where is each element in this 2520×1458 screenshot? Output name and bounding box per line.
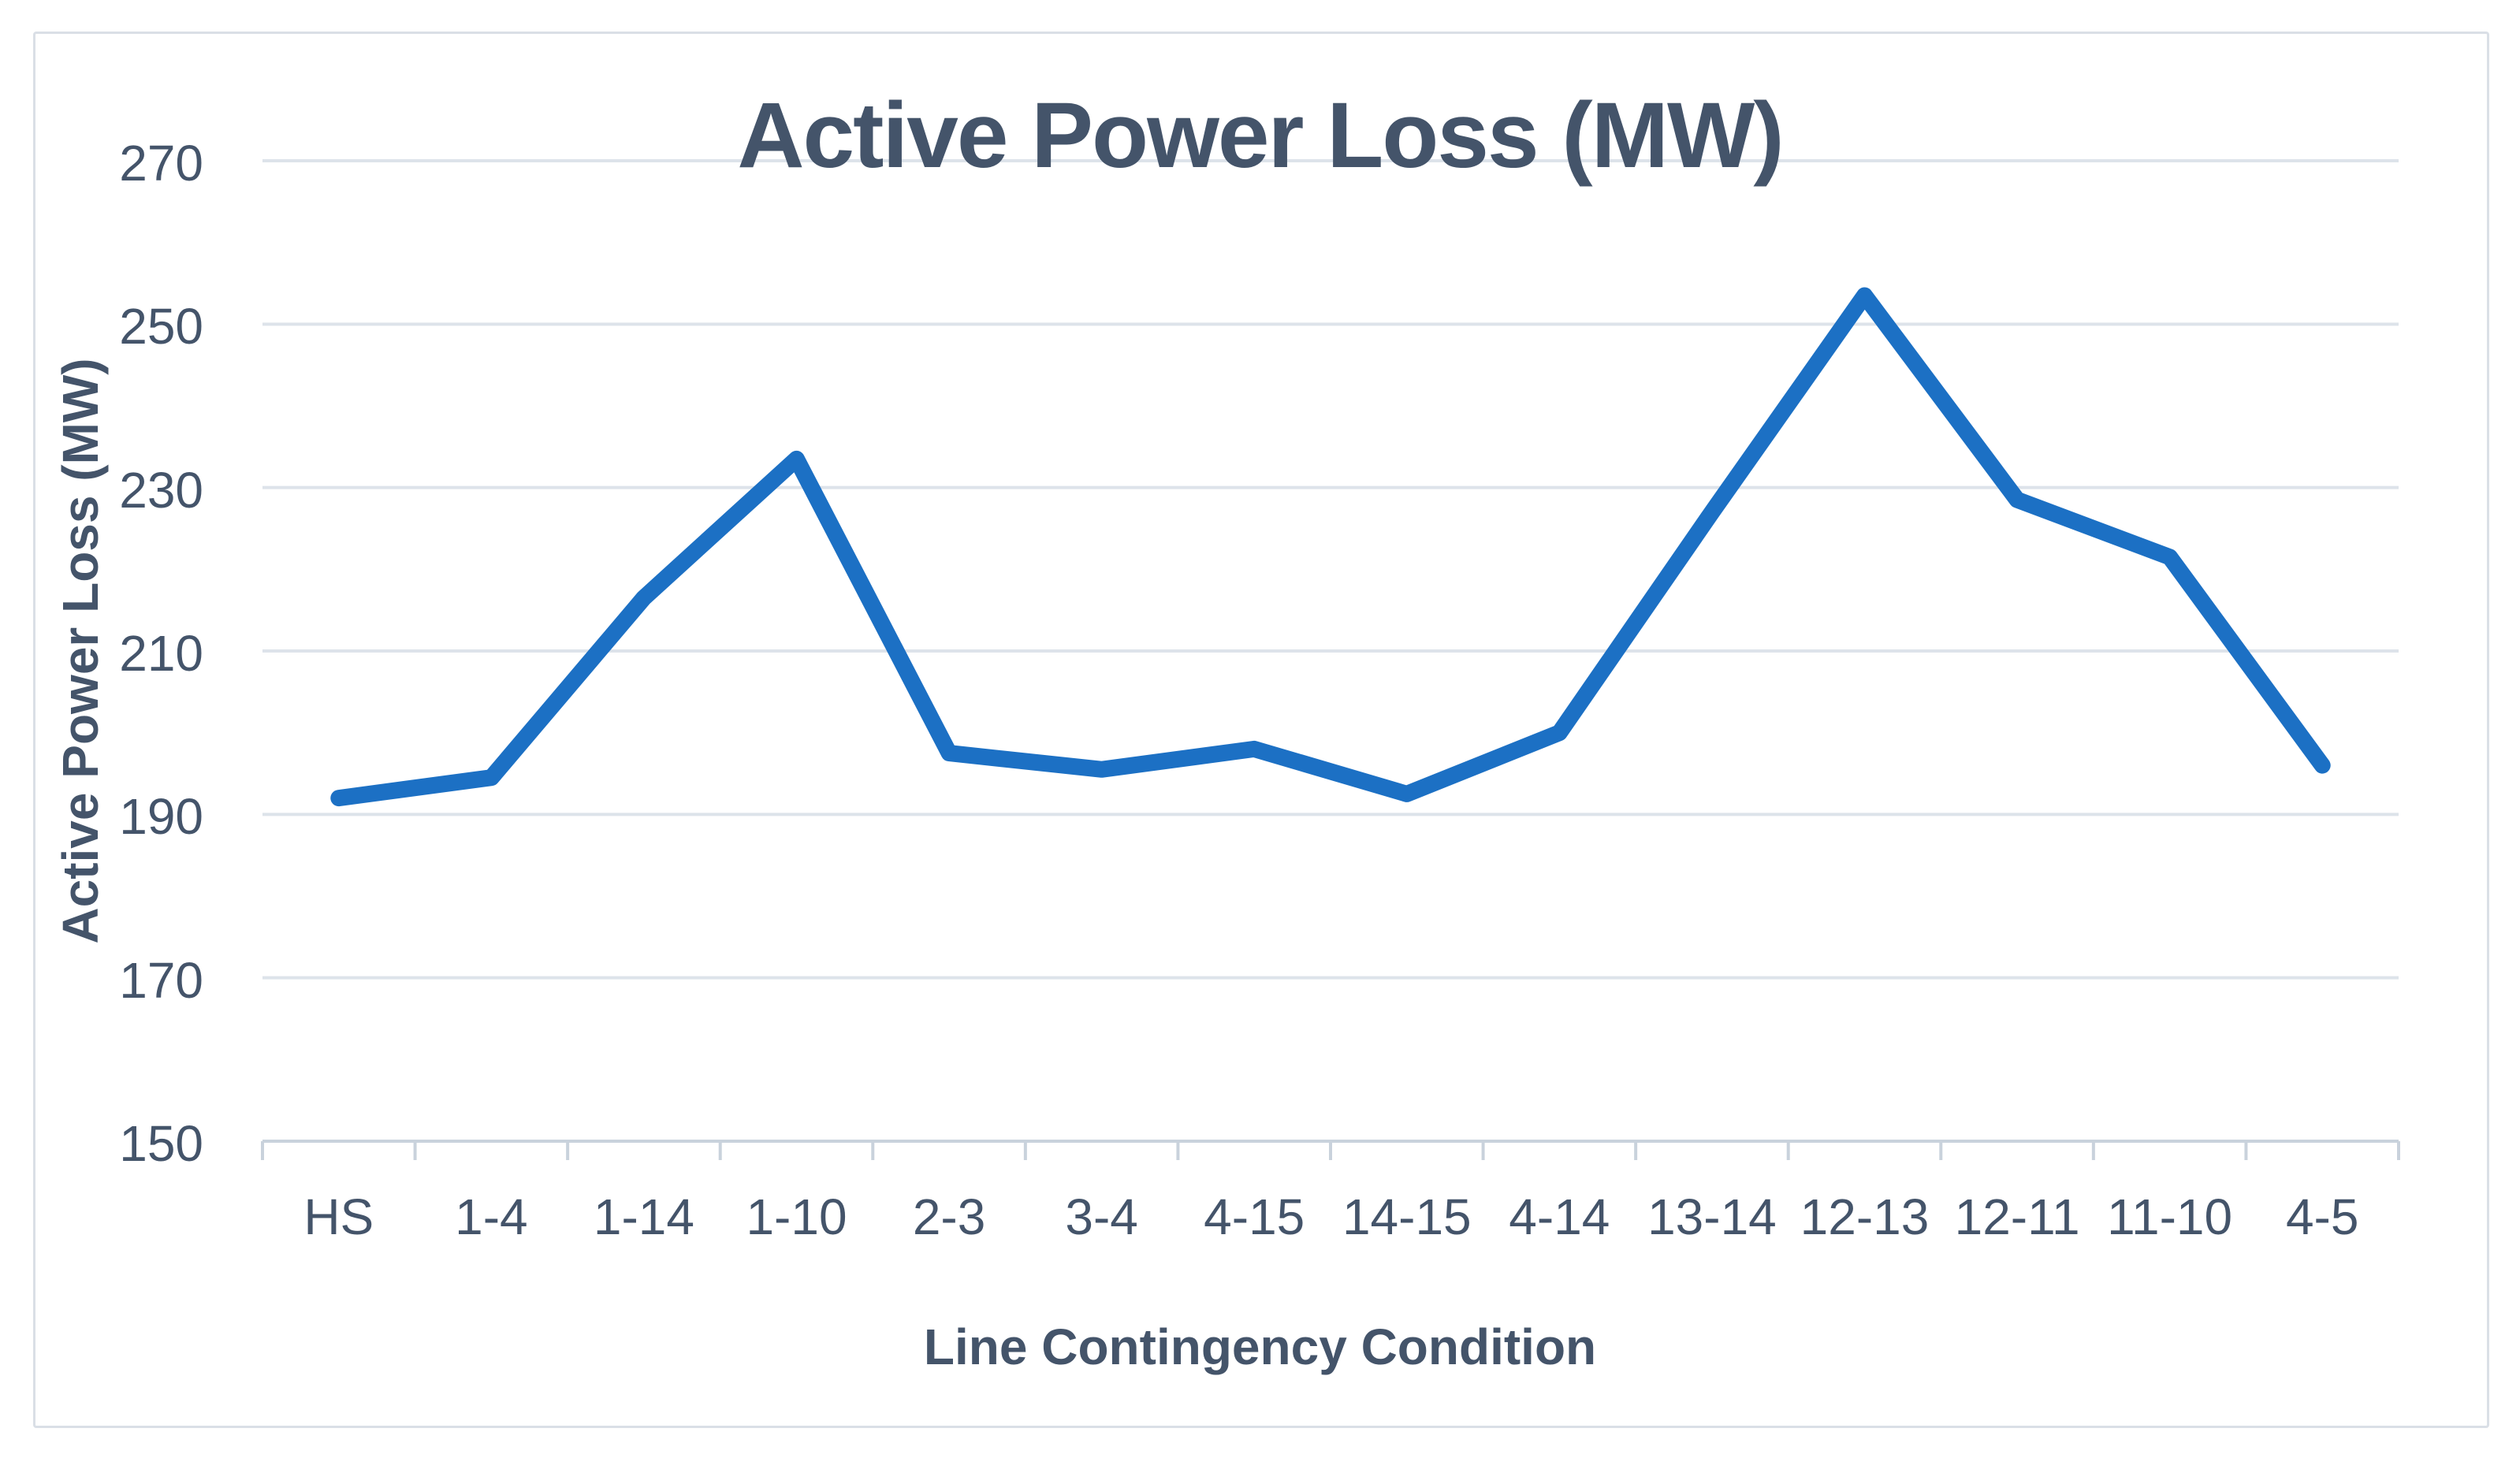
y-tick-label: 190 xyxy=(119,788,203,846)
x-tick-label: 11-10 xyxy=(2107,1188,2233,1245)
y-tick-label: 210 xyxy=(119,625,203,682)
series-line xyxy=(330,287,2331,807)
x-tick-label: 3-4 xyxy=(1065,1188,1138,1245)
chart-title: Active Power Loss (MW) xyxy=(737,84,1784,188)
x-tick-label: HS xyxy=(303,1188,374,1245)
y-tick-label: 270 xyxy=(119,135,203,192)
x-axis-ticks xyxy=(261,1141,2400,1160)
x-tick-label: 1-10 xyxy=(746,1188,847,1245)
y-tick-label: 170 xyxy=(119,951,203,1009)
y-tick-label: 230 xyxy=(119,461,203,519)
y-tick-label: 150 xyxy=(119,1115,203,1172)
x-tick-label: 4-15 xyxy=(1204,1188,1305,1245)
x-tick-label: 14-15 xyxy=(1342,1188,1472,1245)
x-tick-label: 13-14 xyxy=(1647,1188,1777,1245)
x-tick-label: 1-14 xyxy=(593,1188,694,1245)
x-tick-label: 4-14 xyxy=(1509,1188,1610,1245)
x-tick-label: 12-11 xyxy=(1954,1188,2080,1245)
y-tick-label: 250 xyxy=(119,298,203,355)
x-axis-title: Line Contingency Condition xyxy=(923,1319,1597,1375)
gridlines xyxy=(262,159,2399,980)
x-tick-label: 2-3 xyxy=(912,1188,986,1245)
x-tick-label: 1-4 xyxy=(455,1188,528,1245)
chart-border xyxy=(33,32,2489,1428)
x-tick-label: 12-13 xyxy=(1800,1188,1930,1245)
x-tick-label: 4-5 xyxy=(2285,1188,2359,1245)
